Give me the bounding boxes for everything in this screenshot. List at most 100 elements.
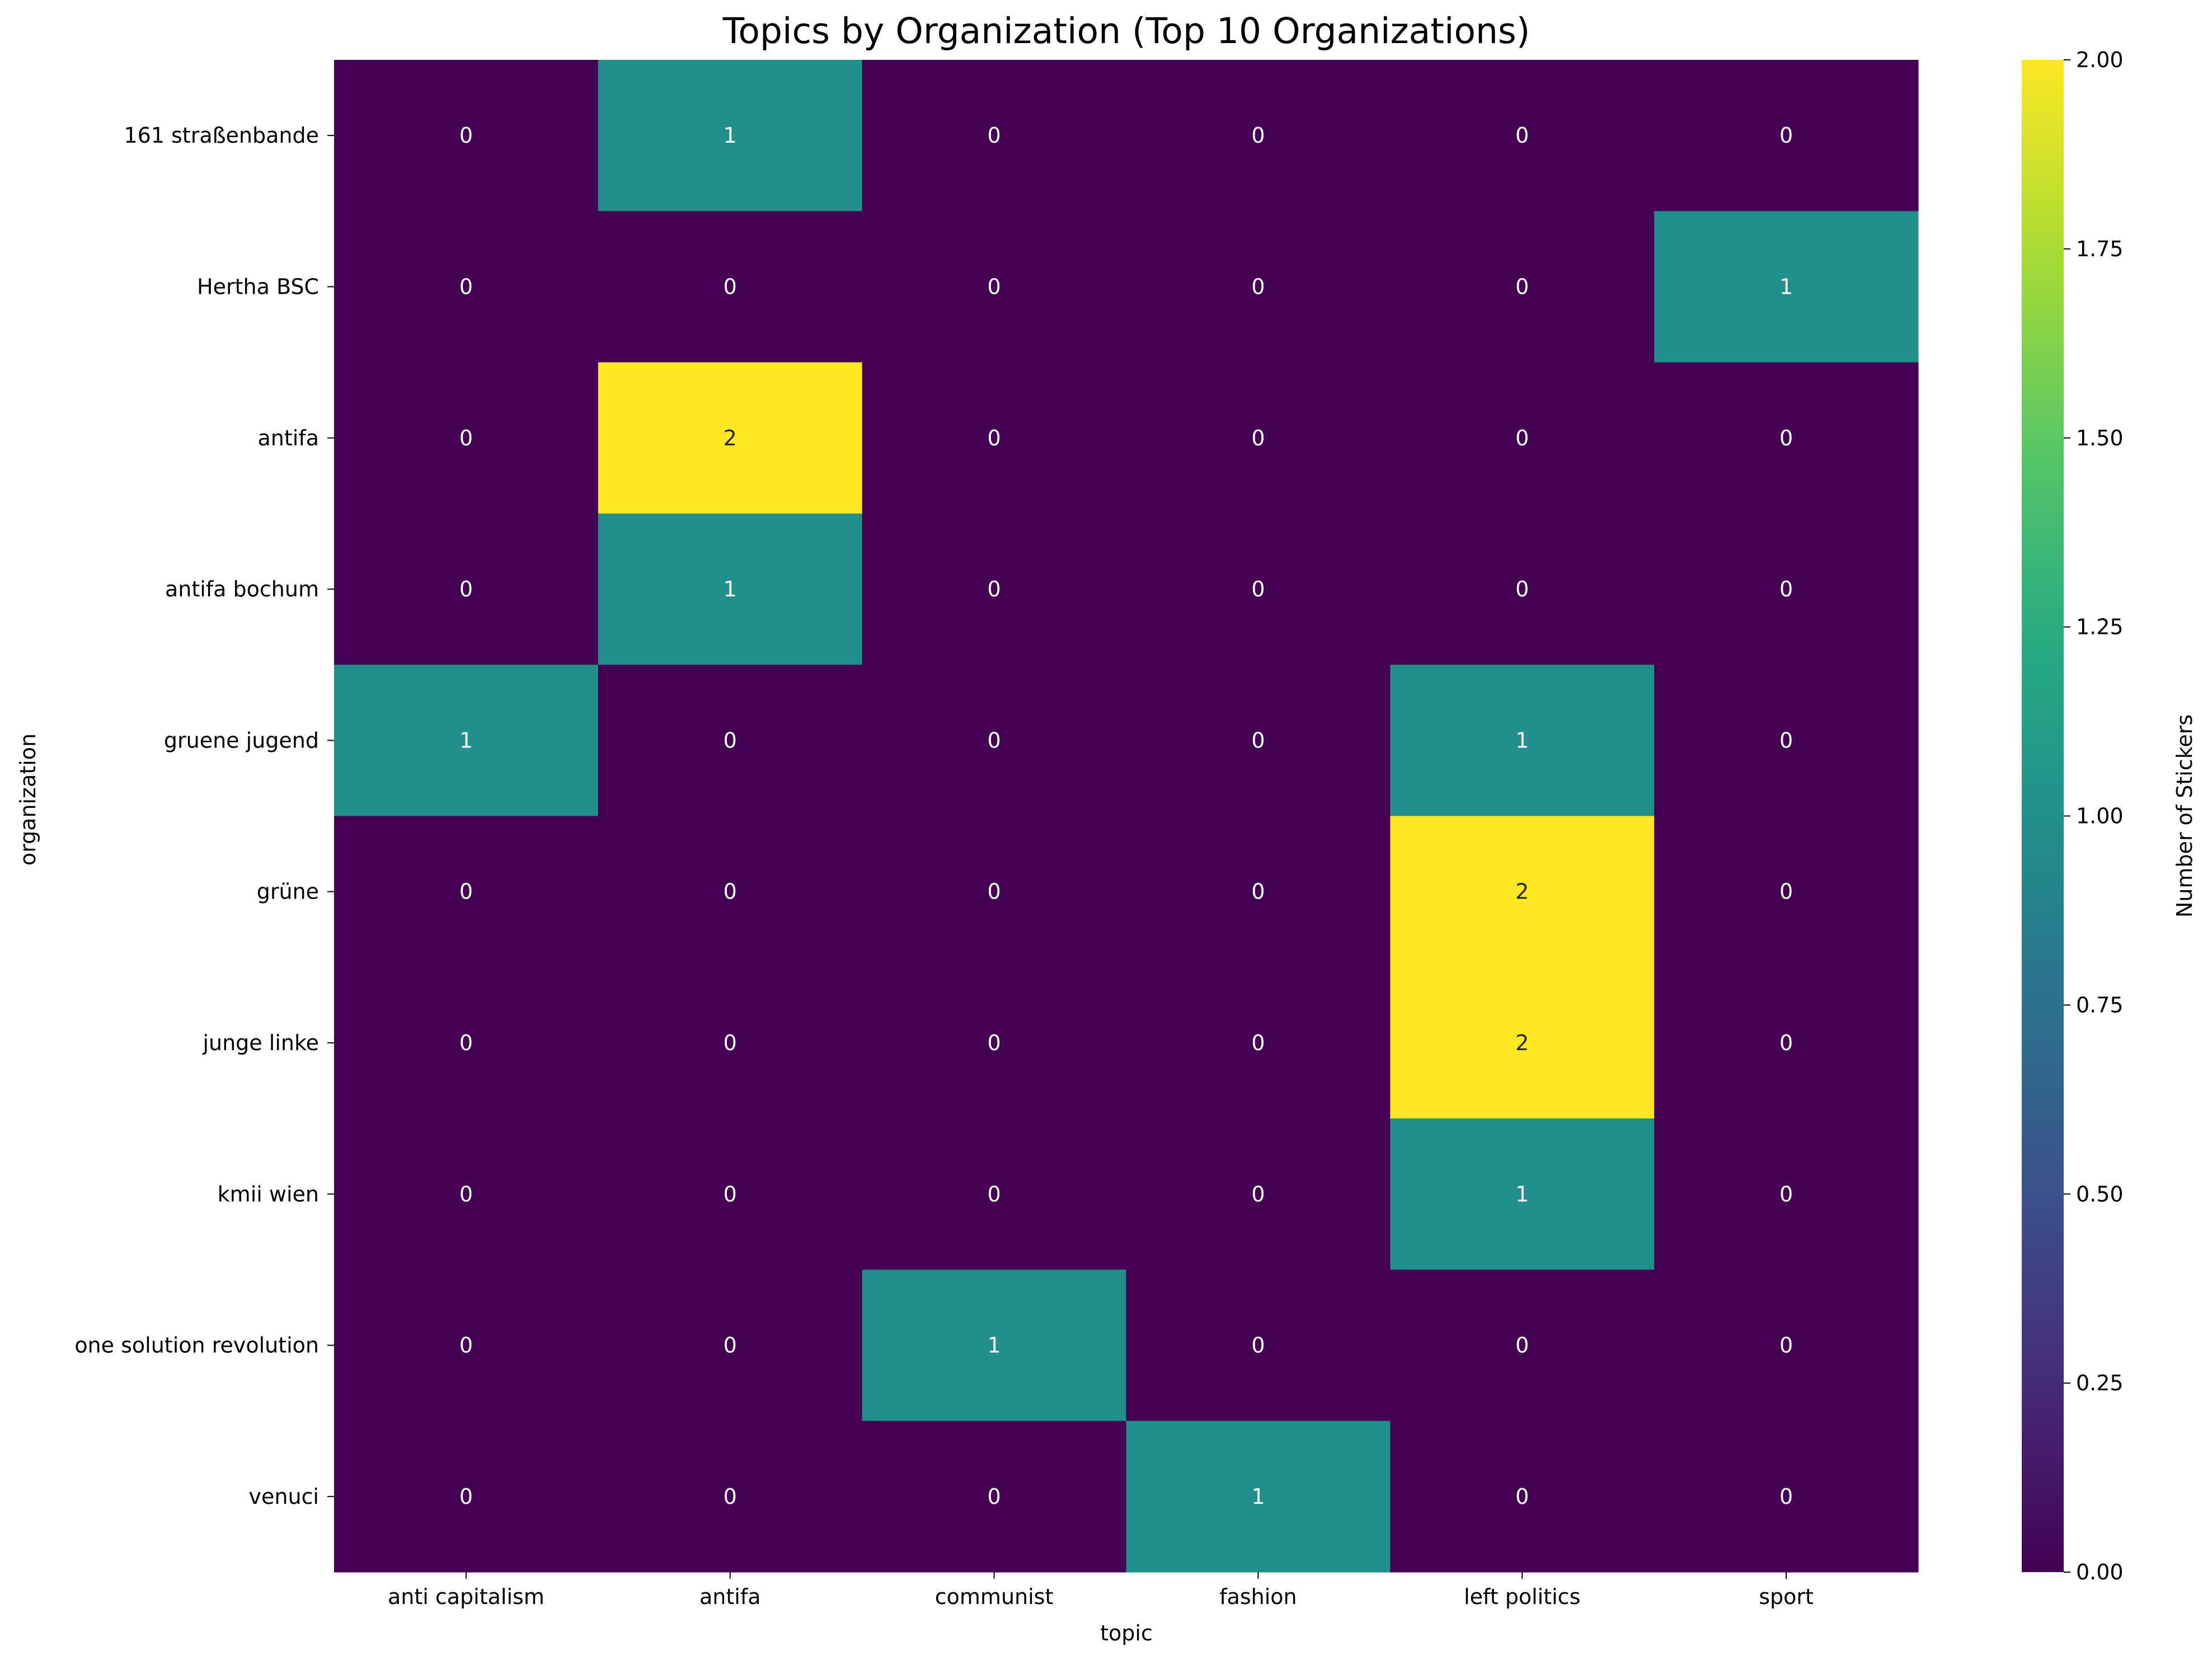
heatmap-cell xyxy=(334,60,599,211)
heatmap-cell xyxy=(1390,1118,1655,1270)
heatmap-cell xyxy=(598,211,863,363)
heatmap-cell xyxy=(1654,967,1919,1119)
colorbar-tick-label: 0.25 xyxy=(2076,1371,2124,1395)
cell-value-label: 0 xyxy=(1251,1031,1265,1055)
cell-value-label: 1 xyxy=(987,1333,1001,1358)
heatmap-cell xyxy=(1126,1118,1391,1270)
cell-value-label: 0 xyxy=(1779,577,1793,601)
cell-value-label: 0 xyxy=(1515,274,1529,299)
cell-value-label: 1 xyxy=(1515,728,1529,752)
cell-value-label: 0 xyxy=(987,1182,1001,1206)
y-tick-label: 161 straßenbande xyxy=(124,123,319,148)
heatmap-cell xyxy=(334,1118,599,1270)
cell-value-label: 0 xyxy=(459,879,473,904)
cell-value-label: 0 xyxy=(1251,274,1265,299)
x-tick-label: left politics xyxy=(1464,1584,1580,1609)
cell-value-label: 0 xyxy=(987,274,1001,299)
cell-value-label: 0 xyxy=(1779,1031,1793,1055)
cell-value-label: 0 xyxy=(1779,728,1793,752)
cell-value-label: 0 xyxy=(459,274,473,299)
cell-value-label: 1 xyxy=(459,728,473,752)
cell-value-label: 0 xyxy=(987,879,1001,904)
heatmap-cell xyxy=(1126,513,1391,665)
colorbar-tick-label: 1.75 xyxy=(2076,237,2124,261)
cell-value-label: 0 xyxy=(987,1031,1001,1055)
cell-value-label: 0 xyxy=(1779,123,1793,148)
heatmap-cell xyxy=(1126,665,1391,816)
heatmap-cell xyxy=(334,1421,599,1573)
cell-annotations: 0 1 0 0 0 0 0 0 0 0 0 1 0 2 0 0 0 0 0 1 0 0 0 0 1 0 0 0 1 0 0 0 0 0 2 0 0 0 0 0… xyxy=(459,123,1793,1509)
heatmap-cell xyxy=(1390,1421,1655,1573)
heatmap-cells xyxy=(334,60,1919,1573)
heatmap-cell xyxy=(1654,816,1919,968)
cell-value-label: 0 xyxy=(1515,123,1529,148)
x-axis: anti capitalism antifa communist fashion lef… xyxy=(388,1572,1814,1609)
heatmap-cell xyxy=(598,513,863,665)
x-axis-label: topic xyxy=(1100,1621,1153,1645)
heatmap-cell xyxy=(1654,665,1919,816)
colorbar-tick-label: 0.75 xyxy=(2076,993,2124,1017)
cell-value-label: 0 xyxy=(987,728,1001,752)
cell-value-label: 0 xyxy=(1251,426,1265,450)
chart-title: Topics by Organization (Top 10 Organizat… xyxy=(722,11,1530,51)
y-axis: 161 straßenbande Hertha BSC antifa antifa b… xyxy=(74,123,334,1509)
cell-value-label: 0 xyxy=(459,1484,473,1509)
heatmap-cell xyxy=(1126,967,1391,1119)
cell-value-label: 0 xyxy=(1251,1182,1265,1206)
heatmap-cell xyxy=(1390,60,1655,211)
colorbar-tick-label: 2.00 xyxy=(2076,48,2124,72)
cell-value-label: 0 xyxy=(1251,879,1265,904)
cell-value-label: 0 xyxy=(1779,426,1793,450)
cell-value-label: 1 xyxy=(1779,274,1793,299)
heatmap-cell xyxy=(862,60,1126,211)
colorbar: 0.00 0.25 0.50 0.75 1.00 1.25 1.50 1.75 2.00 Num… xyxy=(2022,48,2197,1584)
heatmap-cell xyxy=(334,513,599,665)
cell-value-label: 0 xyxy=(1779,1333,1793,1358)
heatmap-cell xyxy=(1654,362,1919,514)
heatmap-cell xyxy=(862,513,1126,665)
y-tick-label: gruene jugend xyxy=(164,728,319,752)
heatmap-cell xyxy=(1390,1269,1655,1422)
cell-value-label: 0 xyxy=(459,1333,473,1358)
cell-value-label: 0 xyxy=(987,426,1001,450)
cell-value-label: 0 xyxy=(459,1182,473,1206)
x-tick-label: communist xyxy=(935,1584,1054,1609)
x-tick-label: sport xyxy=(1759,1584,1814,1609)
cell-value-label: 0 xyxy=(1251,1333,1265,1358)
heatmap-cell xyxy=(1654,211,1919,363)
cell-value-label: 2 xyxy=(1515,879,1529,904)
cell-value-label: 0 xyxy=(1779,879,1793,904)
y-tick-label: junge linke xyxy=(202,1031,319,1055)
heatmap-cell xyxy=(598,1118,863,1270)
heatmap-cell xyxy=(862,211,1126,363)
heatmap-cell xyxy=(862,816,1126,968)
cell-value-label: 1 xyxy=(1251,1484,1265,1509)
heatmap-cell xyxy=(334,211,599,363)
cell-value-label: 0 xyxy=(459,426,473,450)
cell-value-label: 1 xyxy=(724,123,737,148)
cell-value-label: 2 xyxy=(1515,1031,1529,1055)
cell-value-label: 0 xyxy=(459,577,473,601)
heatmap-cell xyxy=(862,1421,1126,1573)
cell-value-label: 0 xyxy=(1251,728,1265,752)
heatmap-cell xyxy=(598,967,863,1119)
cell-value-label: 0 xyxy=(987,123,1001,148)
cell-value-label: 0 xyxy=(1251,123,1265,148)
cell-value-label: 0 xyxy=(724,879,737,904)
y-tick-label: antifa bochum xyxy=(165,577,319,601)
colorbar-tick-label: 1.00 xyxy=(2076,804,2124,829)
heatmap-cell xyxy=(334,665,599,816)
cell-value-label: 0 xyxy=(724,1031,737,1055)
heatmap-cell xyxy=(1126,1421,1391,1573)
heatmap-cell xyxy=(598,60,863,211)
y-tick-label: grüne xyxy=(257,879,319,904)
cell-value-label: 1 xyxy=(724,577,737,601)
x-tick-label: anti capitalism xyxy=(388,1584,544,1609)
heatmap-cell xyxy=(1654,1269,1919,1422)
cell-value-label: 0 xyxy=(724,274,737,299)
cell-value-label: 0 xyxy=(724,728,737,752)
heatmap-cell xyxy=(1654,60,1919,211)
heatmap-cell xyxy=(1126,60,1391,211)
